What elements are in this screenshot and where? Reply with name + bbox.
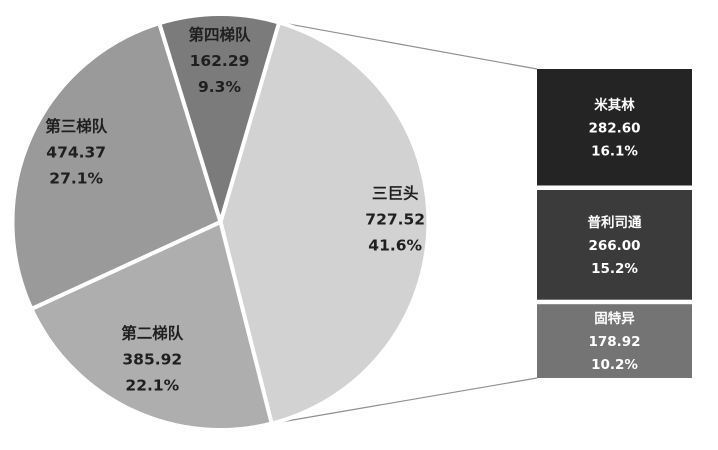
connector-line-bottom (271, 377, 538, 425)
bar-block-label-2: 固特异 178.92 10.2% (588, 310, 640, 373)
pie-slice-label-0: 三巨头 727.52 41.6% (365, 185, 425, 255)
bar-block-1[interactable] (537, 190, 692, 300)
pie-slice-3[interactable] (157, 12, 282, 224)
bar-block-2[interactable] (537, 304, 692, 378)
breakout-bar-labels: 米其林 282.60 16.1% 普利司通 266.00 15.2% 固特异 178.92 10… (588, 96, 642, 373)
pie-labels: 三巨头 727.52 41.6% 第二梯队 385.92 22.1% 第三梯队 474.37 2… (45, 25, 425, 395)
connector-lines (271, 21, 538, 425)
pie-slice-0[interactable] (218, 20, 431, 426)
pie-slices (10, 12, 431, 432)
breakout-bar (537, 69, 692, 378)
pie-slice-label-3: 第四梯队 162.29 9.3% (188, 25, 251, 96)
bar-block-0[interactable] (537, 69, 692, 186)
bar-block-label-1: 普利司通 266.00 15.2% (588, 214, 642, 277)
pie-slice-2[interactable] (10, 21, 223, 311)
pie-slice-label-2: 第三梯队 474.37 27.1% (45, 117, 108, 188)
connector-line-top (277, 21, 538, 70)
pie-slice-1[interactable] (29, 220, 274, 432)
pie-slice-label-1: 第二梯队 385.92 22.1% (121, 324, 184, 395)
bar-block-label-0: 米其林 282.60 16.1% (588, 96, 640, 159)
